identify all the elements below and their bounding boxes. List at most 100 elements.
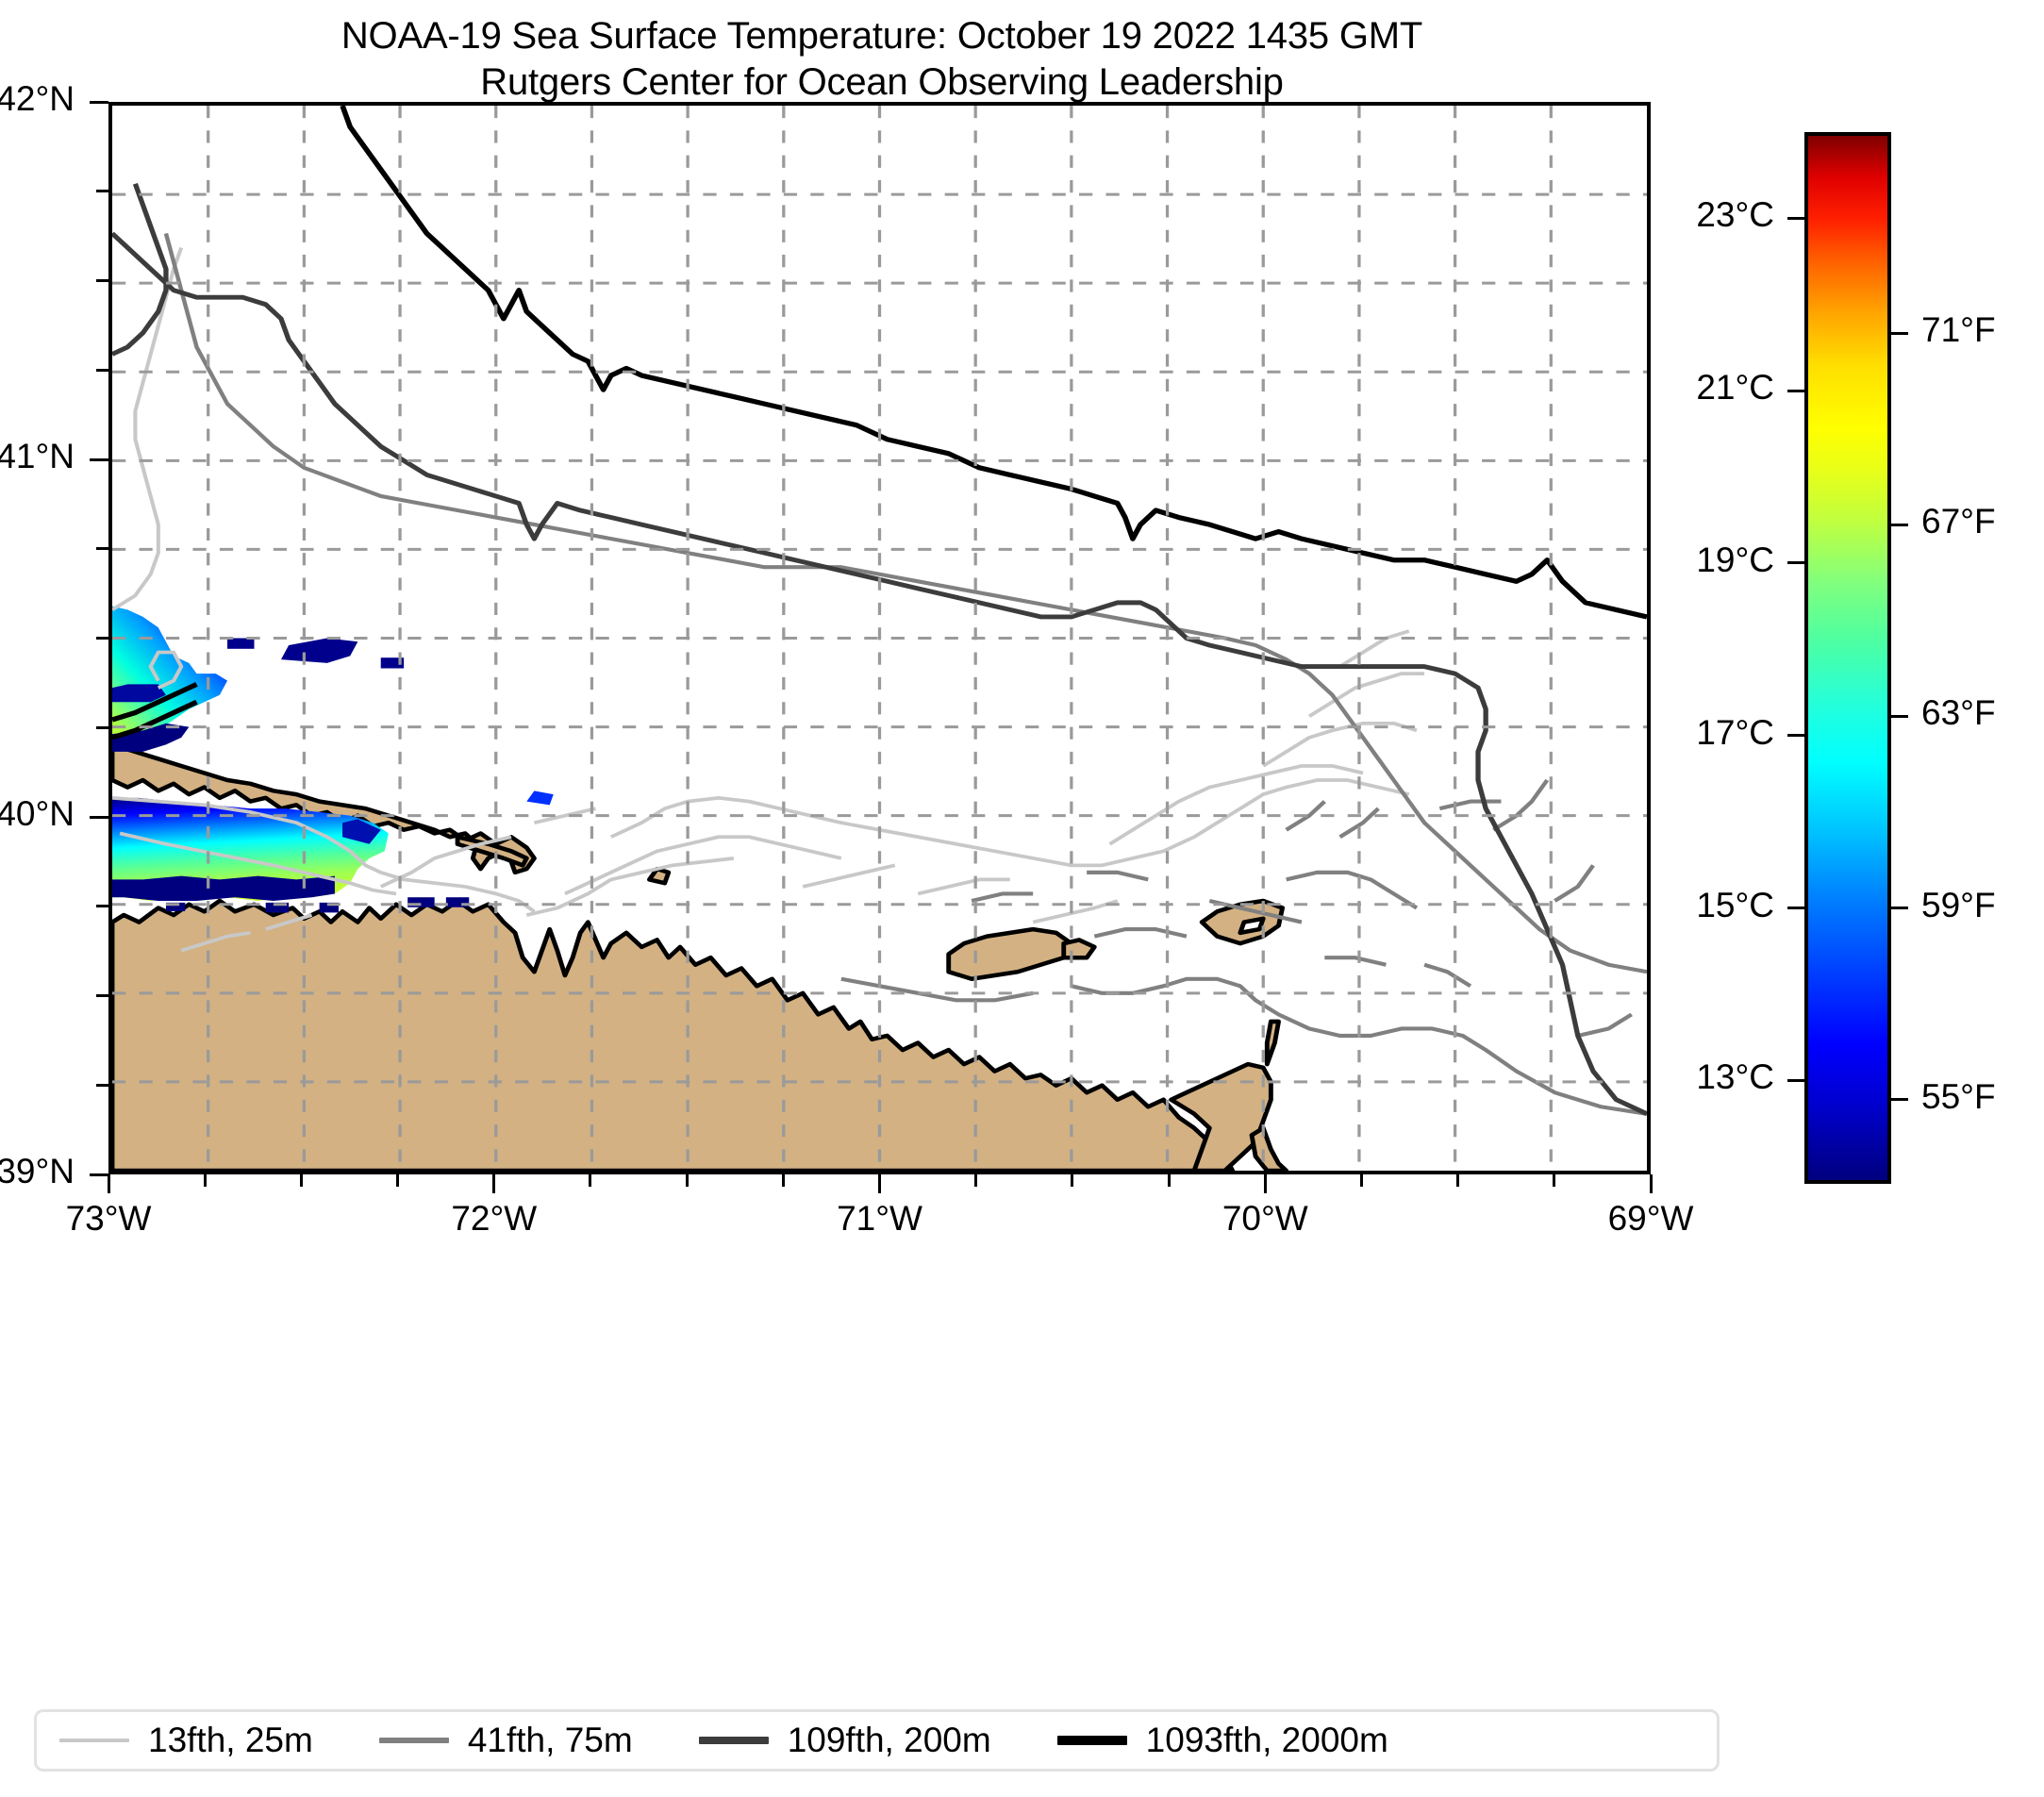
legend-swatch-25m <box>59 1739 129 1742</box>
x-tick-label-72°W: 72°W <box>451 1199 538 1238</box>
legend-label-25m: 13fth, 25m <box>148 1721 313 1759</box>
x-tick-label-69°W: 69°W <box>1607 1199 1694 1238</box>
colorbar-label-71°F: 71°F <box>1921 310 1996 350</box>
land-southern-new-england <box>112 898 1236 1171</box>
x-tick-label-71°W: 71°W <box>837 1199 922 1238</box>
sst-patch-great-south-bay <box>526 790 554 806</box>
title-line-2: Rutgers Center for Ocean Observing Leade… <box>480 61 1284 103</box>
map-canvas <box>112 106 1647 1171</box>
land-provincetown-hook <box>1249 1125 1289 1171</box>
y-tick-major <box>90 100 108 104</box>
colorbar-tick-celsius <box>1787 907 1804 910</box>
colorbar-label-21°C: 21°C <box>1696 368 1774 408</box>
x-tick-minor <box>974 1174 978 1187</box>
colorbar-label-13°C: 13°C <box>1696 1057 1774 1097</box>
land-nantucket-harbor <box>1238 916 1266 936</box>
map-plot-area[interactable] <box>108 102 1651 1174</box>
x-tick-minor <box>589 1174 592 1187</box>
x-tick-label-70°W: 70°W <box>1221 1199 1308 1238</box>
y-tick-minor <box>96 637 108 640</box>
colorbar-tick-celsius <box>1787 389 1804 392</box>
colorbar-label-59°F: 59°F <box>1921 885 1996 924</box>
y-tick-minor <box>96 994 108 997</box>
x-tick-minor <box>1359 1174 1363 1187</box>
land-cape-cod <box>1169 1061 1273 1171</box>
land-marthas-vineyard <box>946 926 1074 982</box>
sst-cold-notch-east <box>342 819 381 844</box>
x-tick-label-73°W: 73°W <box>65 1199 152 1238</box>
x-tick-minor <box>396 1174 400 1187</box>
colorbar-tick-celsius <box>1787 216 1804 220</box>
sst-cold-notch-bight <box>112 684 166 703</box>
colorbar-tick-celsius <box>1787 561 1804 565</box>
x-tick-minor <box>685 1174 689 1187</box>
y-tick-minor <box>96 725 108 729</box>
land-chappaquiddick <box>1061 938 1097 960</box>
legend-item-75m[interactable]: 41fth, 75m <box>378 1721 633 1760</box>
legend-label-75m: 41fth, 75m <box>467 1721 633 1759</box>
bathymetry-legend: 13fth, 25m 41fth, 75m 109fth, 200m 1093fth,… <box>34 1709 1720 1772</box>
x-tick-minor <box>1167 1174 1171 1187</box>
y-tick-major <box>90 1173 108 1176</box>
x-tick-minor <box>1553 1174 1556 1187</box>
y-tick-minor <box>96 547 108 551</box>
legend-item-200m[interactable]: 109fth, 200m <box>698 1721 991 1760</box>
colorbar-label-63°F: 63°F <box>1921 693 1996 733</box>
legend-swatch-200m <box>698 1737 769 1744</box>
figure-title: NOAA-19 Sea Surface Temperature: October… <box>0 13 1764 106</box>
legend-item-25m[interactable]: 13fth, 25m <box>59 1721 313 1760</box>
legend-item-2000m[interactable]: 1093fth, 2000m <box>1056 1721 1388 1760</box>
bathy-contour-75m <box>163 232 1647 1116</box>
colorbar-label-67°F: 67°F <box>1921 502 1996 541</box>
bathy-contour-200m <box>112 183 1647 1116</box>
colorbar-label-15°C: 15°C <box>1696 885 1774 924</box>
y-tick-minor <box>96 279 108 282</box>
colorbar-label-19°C: 19°C <box>1696 540 1774 579</box>
x-tick-major <box>878 1174 881 1193</box>
x-tick-minor <box>203 1174 207 1187</box>
x-tick-major <box>1263 1174 1267 1193</box>
legend-swatch-75m <box>378 1738 449 1743</box>
y-tick-major <box>90 458 108 461</box>
legend-swatch-2000m <box>1056 1736 1127 1745</box>
grid-lines <box>112 106 1647 1171</box>
y-tick-label-39°N: 39°N <box>0 1152 75 1190</box>
x-tick-minor <box>1071 1174 1074 1187</box>
y-tick-minor <box>96 905 108 908</box>
bathy-contour-2000m <box>112 106 1647 740</box>
sst-cold-rim-north <box>112 875 335 901</box>
colorbar-tick-fahrenheit <box>1891 714 1908 718</box>
y-tick-label-40°N: 40°N <box>0 794 75 833</box>
y-tick-minor <box>96 368 108 372</box>
colorbar-label-55°F: 55°F <box>1921 1076 1996 1116</box>
y-tick-label-41°N: 41°N <box>0 437 75 475</box>
bathy-contour-25m <box>112 246 1425 953</box>
y-tick-major <box>90 815 108 819</box>
colorbar-tick-celsius <box>1787 734 1804 738</box>
y-tick-label-42°N: 42°N <box>0 79 75 118</box>
land-long-island <box>112 742 537 875</box>
x-tick-major <box>107 1174 110 1193</box>
colorbar-tick-fahrenheit <box>1891 331 1908 335</box>
colorbar-label-17°C: 17°C <box>1696 712 1774 752</box>
sst-cold-band-bight <box>112 723 190 752</box>
x-tick-minor <box>781 1174 785 1187</box>
colorbar-label-23°C: 23°C <box>1696 195 1774 235</box>
x-tick-minor <box>299 1174 303 1187</box>
land-block-island <box>647 866 672 886</box>
colorbar-tick-fahrenheit <box>1891 1098 1908 1102</box>
title-line-1: NOAA-19 Sea Surface Temperature: October… <box>341 15 1423 57</box>
colorbar-tick-celsius <box>1787 1078 1804 1082</box>
colorbar[interactable] <box>1804 132 1891 1184</box>
sst-scatter-pixels-north <box>165 897 470 913</box>
x-tick-minor <box>1456 1174 1460 1187</box>
y-tick-minor <box>96 1083 108 1087</box>
legend-label-2000m: 1093fth, 2000m <box>1145 1721 1388 1759</box>
colorbar-tick-fahrenheit <box>1891 523 1908 526</box>
y-tick-minor <box>96 190 108 193</box>
legend-label-200m: 109fth, 200m <box>787 1721 991 1759</box>
sst-patch-south-shore <box>227 638 405 669</box>
land-monomoy <box>1264 1019 1281 1067</box>
x-tick-major <box>1649 1174 1653 1193</box>
